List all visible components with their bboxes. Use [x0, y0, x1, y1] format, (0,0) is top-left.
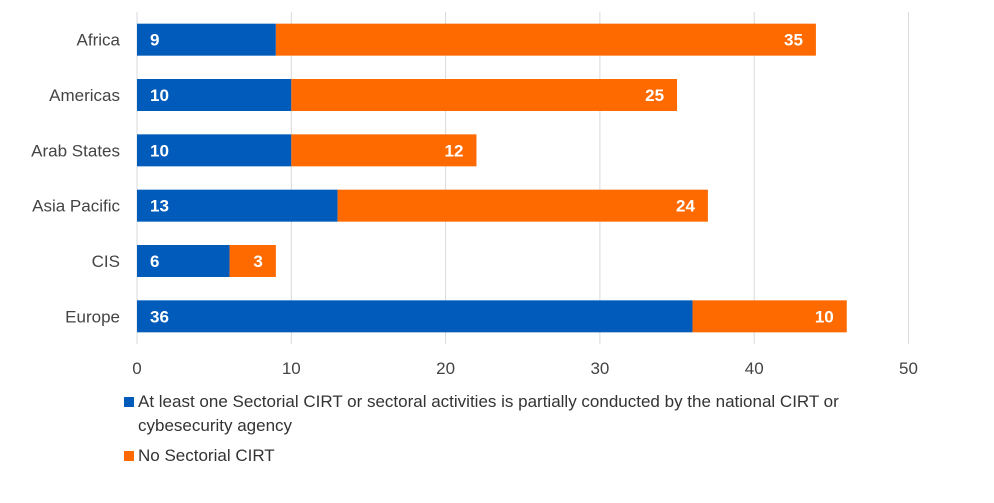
bar-segment: [337, 189, 708, 222]
bar-segment: [137, 134, 292, 167]
bar-segment: [291, 134, 477, 167]
data-labels: 9 35 10 25 10 12 13 24 6 3 36 10: [150, 31, 834, 327]
category-label: Africa: [77, 31, 121, 50]
data-label: 36: [150, 307, 169, 326]
legend-item-no-sectorial-cirt: No Sectorial CIRT: [124, 444, 924, 468]
data-label: 35: [784, 31, 803, 50]
data-label: 13: [150, 197, 169, 216]
legend-label: No Sectorial CIRT: [138, 446, 275, 465]
legend-label: At least one Sectorial CIRT or sectoral …: [138, 392, 839, 435]
data-label: 12: [445, 141, 464, 160]
legend: At least one Sectorial CIRT or sectoral …: [124, 390, 924, 474]
legend-item-sectorial-cirt: At least one Sectorial CIRT or sectoral …: [124, 390, 924, 438]
data-label: 24: [676, 197, 695, 216]
x-tick-label: 10: [282, 359, 301, 378]
category-label: Asia Pacific: [32, 197, 120, 216]
x-tick-label: 20: [436, 359, 455, 378]
stacked-bar-chart: 9 35 10 25 10 12 13 24 6 3 36 10 Africa Americas Arab…: [31, 12, 918, 378]
bar-segment: [137, 23, 276, 56]
legend-swatch-orange: [124, 451, 134, 461]
category-label: CIS: [92, 252, 120, 271]
bar-segment: [137, 245, 230, 277]
x-tick-label: 40: [745, 359, 764, 378]
category-label: Europe: [65, 307, 120, 326]
data-label: 3: [253, 252, 262, 271]
category-label: Americas: [49, 86, 120, 105]
data-label: 10: [150, 141, 169, 160]
data-label: 25: [645, 86, 664, 105]
x-tick-label: 30: [590, 359, 609, 378]
category-label: Arab States: [31, 141, 120, 160]
data-label: 10: [815, 307, 834, 326]
x-tick-label: 0: [132, 359, 141, 378]
legend-swatch-blue: [124, 397, 134, 407]
bar-segment: [229, 245, 276, 277]
data-label: 10: [150, 86, 169, 105]
category-labels: Africa Americas Arab States Asia Pacific CIS…: [31, 31, 120, 327]
bars: [137, 23, 847, 333]
data-label: 6: [150, 252, 159, 271]
bar-segment: [137, 300, 693, 333]
bar-segment: [692, 300, 847, 333]
bar-segment: [275, 23, 816, 56]
bar-segment: [291, 79, 678, 111]
bar-segment: [137, 79, 292, 111]
data-label: 9: [150, 31, 159, 50]
x-axis-tick-labels: 0 10 20 30 40 50: [132, 359, 918, 378]
x-tick-label: 50: [899, 359, 918, 378]
bar-segment: [137, 189, 338, 222]
gridlines: [136, 12, 909, 344]
